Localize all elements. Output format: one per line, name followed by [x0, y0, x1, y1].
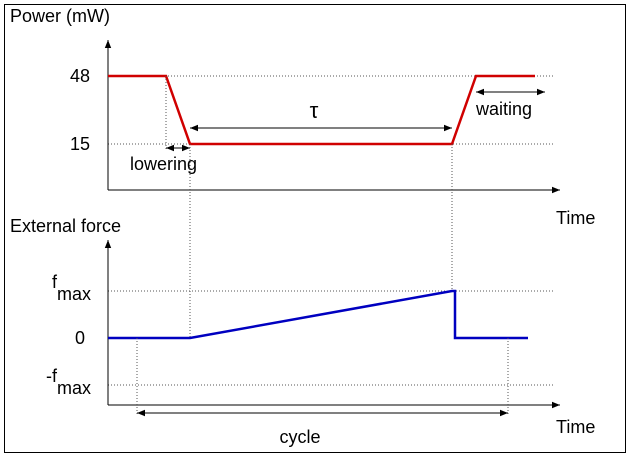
tau-label: τ: [310, 98, 319, 123]
tick-label: fmax: [52, 272, 91, 304]
tick-sub: max: [57, 378, 91, 398]
frame: [4, 4, 626, 453]
waiting-label: waiting: [475, 99, 532, 119]
tick-label: -fmax: [46, 366, 91, 398]
power-plot: Power (mW) 48 15 τ lowering waiting Time: [10, 6, 595, 228]
power-curve: [108, 74, 535, 146]
force-curve: [108, 289, 528, 340]
tick-label: 0: [75, 328, 85, 348]
y-label: Power (mW): [10, 6, 110, 26]
tick-sub: max: [57, 284, 91, 304]
y-label: External force: [10, 216, 121, 236]
lowering-label: lowering: [130, 154, 197, 174]
force-plot: External force fmax 0 -fmax cycle Time: [10, 216, 595, 447]
x-label: Time: [556, 417, 595, 437]
cycle-label: cycle: [279, 427, 320, 447]
x-label: Time: [556, 208, 595, 228]
tick-label: 15: [70, 134, 90, 154]
tick-label: 48: [70, 66, 90, 86]
tick-main: f: [52, 272, 58, 292]
tick-main: -f: [46, 366, 58, 386]
